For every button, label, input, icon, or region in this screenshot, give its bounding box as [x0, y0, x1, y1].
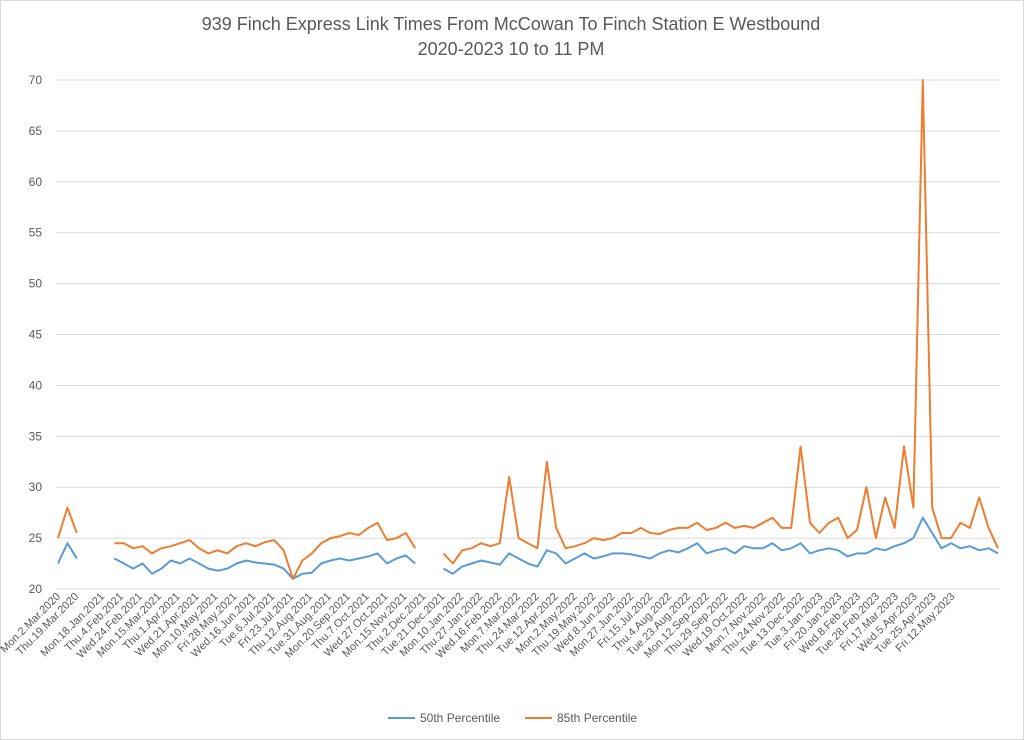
y-tick-label: 70: [29, 73, 43, 87]
y-tick-label: 60: [29, 175, 43, 189]
chart-title: 939 Finch Express Link Times From McCowa…: [202, 14, 821, 34]
legend: 50th Percentile 85th Percentile: [388, 711, 637, 725]
y-tick-label: 35: [29, 429, 43, 443]
series-line-85th-percentile: [57, 79, 999, 580]
series-line-50th-percentile: [57, 516, 999, 580]
legend-label-85th: 85th Percentile: [557, 711, 637, 725]
y-tick-label: 65: [29, 124, 43, 138]
x-axis-ticks: Mon.2.Mar.2020Thu.19.Mar.2020Mon.18.Jan.…: [0, 591, 958, 661]
gridlines: [56, 79, 1000, 590]
legend-label-50th: 50th Percentile: [420, 711, 500, 725]
y-axis-ticks: 20 25 30 35 40 45 50 55 60 65 70: [29, 73, 43, 596]
y-tick-label: 50: [29, 277, 43, 291]
series-lines: [57, 79, 999, 580]
y-tick-label: 40: [29, 378, 43, 392]
y-tick-label: 55: [29, 226, 43, 240]
y-tick-label: 20: [29, 582, 43, 596]
y-tick-label: 25: [29, 531, 43, 545]
y-tick-label: 30: [29, 480, 43, 494]
chart-subtitle: 2020-2023 10 to 11 PM: [418, 39, 605, 59]
y-tick-label: 45: [29, 328, 43, 342]
